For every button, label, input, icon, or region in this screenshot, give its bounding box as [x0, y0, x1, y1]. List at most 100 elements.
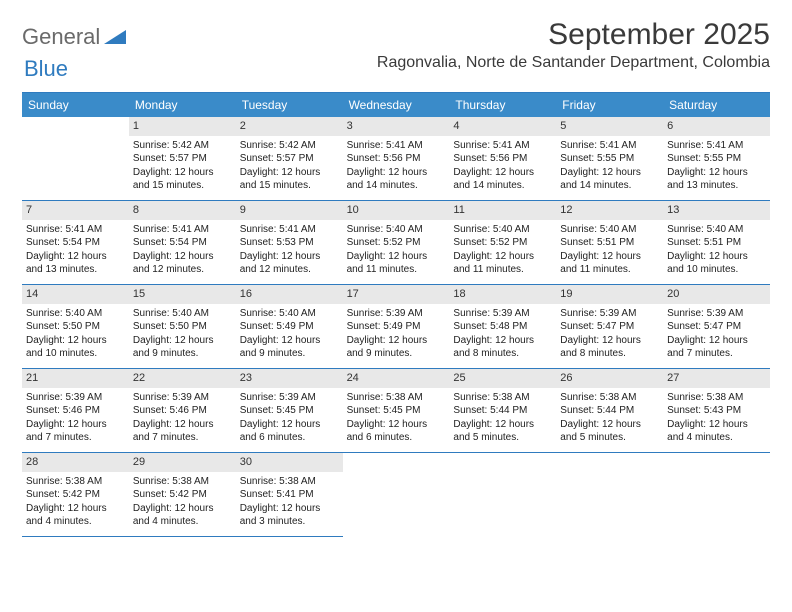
day-number: 16	[236, 285, 343, 304]
day-cell: 21 Sunrise: 5:39 AMSunset: 5:46 PMDayligh…	[22, 369, 129, 453]
day-number: 4	[449, 117, 556, 136]
day-info: Sunrise: 5:39 AMSunset: 5:46 PMDaylight:…	[26, 391, 125, 445]
day-cell: 5Sunrise: 5:41 AMSunset: 5:55 PMDaylight…	[556, 117, 663, 201]
day-number: 25	[449, 369, 556, 388]
day-number: 6	[663, 117, 770, 136]
day-cell: 11 Sunrise: 5:40 AMSunset: 5:52 PMDayligh…	[449, 201, 556, 285]
day-cell: 18 Sunrise: 5:39 AMSunset: 5:48 PMDayligh…	[449, 285, 556, 369]
month-title: September 2025	[377, 18, 770, 52]
day-cell: 27 Sunrise: 5:38 AMSunset: 5:43 PMDayligh…	[663, 369, 770, 453]
day-cell: 7Sunrise: 5:41 AMSunset: 5:54 PMDaylight…	[22, 201, 129, 285]
day-cell: 15 Sunrise: 5:40 AMSunset: 5:50 PMDayligh…	[129, 285, 236, 369]
day-number: 7	[22, 201, 129, 220]
day-cell: 2Sunrise: 5:42 AMSunset: 5:57 PMDaylight…	[236, 117, 343, 201]
day-cell: 29Sunrise: 5:38 AMSunset: 5:42 PMDayligh…	[129, 453, 236, 537]
day-info: Sunrise: 5:42 AMSunset: 5:57 PMDaylight:…	[240, 139, 339, 193]
day-info: Sunrise: 5:41 AMSunset: 5:55 PMDaylight:…	[560, 139, 659, 193]
day-number: 14	[22, 285, 129, 304]
day-info: Sunrise: 5:39 AMSunset: 5:48 PMDaylight:…	[453, 307, 552, 361]
day-info: Sunrise: 5:38 AMSunset: 5:43 PMDaylight:…	[667, 391, 766, 445]
day-cell: 10 Sunrise: 5:40 AMSunset: 5:52 PMDayligh…	[343, 201, 450, 285]
day-info: Sunrise: 5:38 AMSunset: 5:41 PMDaylight:…	[240, 475, 339, 529]
day-number: 23	[236, 369, 343, 388]
day-cell: 4 Sunrise: 5:41 AMSunset: 5:56 PMDaylight…	[449, 117, 556, 201]
logo-text-general: General	[22, 24, 100, 50]
day-info: Sunrise: 5:41 AMSunset: 5:54 PMDaylight:…	[133, 223, 232, 277]
day-number: 22	[129, 369, 236, 388]
day-info: Sunrise: 5:39 AMSunset: 5:46 PMDaylight:…	[133, 391, 232, 445]
day-number: 30	[236, 453, 343, 472]
day-cell: 30 Sunrise: 5:38 AMSunset: 5:41 PMDayligh…	[236, 453, 343, 537]
day-number: 15	[129, 285, 236, 304]
day-info: Sunrise: 5:42 AMSunset: 5:57 PMDaylight:…	[133, 139, 232, 193]
day-number: 10	[343, 201, 450, 220]
day-number: 1	[129, 117, 236, 136]
day-cell: 16 Sunrise: 5:40 AMSunset: 5:49 PMDayligh…	[236, 285, 343, 369]
day-info: Sunrise: 5:41 AMSunset: 5:55 PMDaylight:…	[667, 139, 766, 193]
day-info: Sunrise: 5:40 AMSunset: 5:52 PMDaylight:…	[453, 223, 552, 277]
day-info: Sunrise: 5:39 AMSunset: 5:47 PMDaylight:…	[560, 307, 659, 361]
day-cell: 9 Sunrise: 5:41 AMSunset: 5:53 PMDaylight…	[236, 201, 343, 285]
day-number: 28	[22, 453, 129, 472]
logo-text-blue: Blue	[24, 56, 68, 81]
weekday-header: Saturday	[663, 93, 770, 117]
day-cell: 22 Sunrise: 5:39 AMSunset: 5:46 PMDayligh…	[129, 369, 236, 453]
location-text: Ragonvalia, Norte de Santander Departmen…	[377, 54, 770, 72]
day-number: 21	[22, 369, 129, 388]
day-cell: 8 Sunrise: 5:41 AMSunset: 5:54 PMDaylight…	[129, 201, 236, 285]
empty-cell	[343, 453, 450, 537]
logo: General	[22, 24, 128, 50]
day-number: 18	[449, 285, 556, 304]
day-cell: 12 Sunrise: 5:40 AMSunset: 5:51 PMDayligh…	[556, 201, 663, 285]
day-info: Sunrise: 5:41 AMSunset: 5:56 PMDaylight:…	[347, 139, 446, 193]
day-number: 17	[343, 285, 450, 304]
day-number: 26	[556, 369, 663, 388]
day-cell: 17 Sunrise: 5:39 AMSunset: 5:49 PMDayligh…	[343, 285, 450, 369]
weekday-header: Sunday	[22, 93, 129, 117]
day-cell: 28 Sunrise: 5:38 AMSunset: 5:42 PMDayligh…	[22, 453, 129, 537]
day-info: Sunrise: 5:38 AMSunset: 5:44 PMDaylight:…	[560, 391, 659, 445]
empty-cell	[449, 453, 556, 537]
day-info: Sunrise: 5:40 AMSunset: 5:51 PMDaylight:…	[667, 223, 766, 277]
day-number: 8	[129, 201, 236, 220]
day-info: Sunrise: 5:39 AMSunset: 5:45 PMDaylight:…	[240, 391, 339, 445]
day-number: 9	[236, 201, 343, 220]
day-cell: 6 Sunrise: 5:41 AMSunset: 5:55 PMDaylight…	[663, 117, 770, 201]
empty-cell	[556, 453, 663, 537]
day-cell: 26 Sunrise: 5:38 AMSunset: 5:44 PMDayligh…	[556, 369, 663, 453]
day-number: 20	[663, 285, 770, 304]
day-info: Sunrise: 5:39 AMSunset: 5:47 PMDaylight:…	[667, 307, 766, 361]
weekday-header: Friday	[556, 93, 663, 117]
day-number: 12	[556, 201, 663, 220]
day-info: Sunrise: 5:38 AMSunset: 5:45 PMDaylight:…	[347, 391, 446, 445]
title-block: September 2025 Ragonvalia, Norte de Sant…	[377, 18, 770, 72]
day-cell: 20 Sunrise: 5:39 AMSunset: 5:47 PMDayligh…	[663, 285, 770, 369]
weekday-header: Monday	[129, 93, 236, 117]
day-info: Sunrise: 5:40 AMSunset: 5:49 PMDaylight:…	[240, 307, 339, 361]
day-info: Sunrise: 5:40 AMSunset: 5:50 PMDaylight:…	[133, 307, 232, 361]
day-info: Sunrise: 5:38 AMSunset: 5:42 PMDaylight:…	[26, 475, 125, 529]
day-number: 29	[129, 453, 236, 472]
day-info: Sunrise: 5:39 AMSunset: 5:49 PMDaylight:…	[347, 307, 446, 361]
day-cell: 3 Sunrise: 5:41 AMSunset: 5:56 PMDaylight…	[343, 117, 450, 201]
day-cell: 1 Sunrise: 5:42 AMSunset: 5:57 PMDaylight…	[129, 117, 236, 201]
day-info: Sunrise: 5:40 AMSunset: 5:51 PMDaylight:…	[560, 223, 659, 277]
day-number: 24	[343, 369, 450, 388]
day-info: Sunrise: 5:41 AMSunset: 5:56 PMDaylight:…	[453, 139, 552, 193]
day-info: Sunrise: 5:40 AMSunset: 5:52 PMDaylight:…	[347, 223, 446, 277]
day-number: 27	[663, 369, 770, 388]
weekday-header: Thursday	[449, 93, 556, 117]
day-number: 11	[449, 201, 556, 220]
day-info: Sunrise: 5:38 AMSunset: 5:44 PMDaylight:…	[453, 391, 552, 445]
day-number: 19	[556, 285, 663, 304]
weekday-header: Tuesday	[236, 93, 343, 117]
day-cell: 23 Sunrise: 5:39 AMSunset: 5:45 PMDayligh…	[236, 369, 343, 453]
day-cell: 14 Sunrise: 5:40 AMSunset: 5:50 PMDayligh…	[22, 285, 129, 369]
day-info: Sunrise: 5:41 AMSunset: 5:53 PMDaylight:…	[240, 223, 339, 277]
logo-triangle-icon	[104, 26, 126, 49]
day-info: Sunrise: 5:40 AMSunset: 5:50 PMDaylight:…	[26, 307, 125, 361]
day-cell: 24 Sunrise: 5:38 AMSunset: 5:45 PMDayligh…	[343, 369, 450, 453]
day-cell: 25 Sunrise: 5:38 AMSunset: 5:44 PMDayligh…	[449, 369, 556, 453]
calendar-grid: SundayMondayTuesdayWednesdayThursdayFrid…	[22, 92, 770, 537]
day-number: 3	[343, 117, 450, 136]
